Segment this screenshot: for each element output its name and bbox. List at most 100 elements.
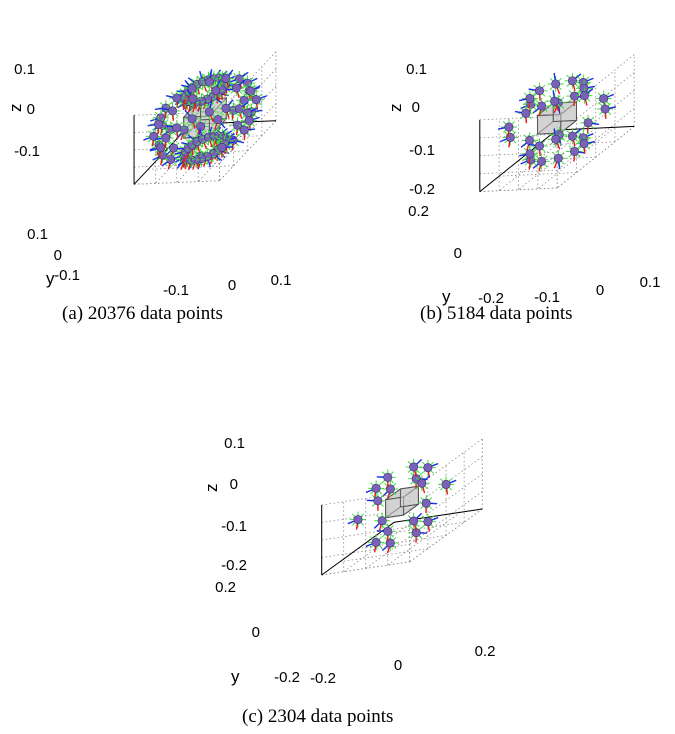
data-point [438,476,457,495]
data-point [519,145,538,164]
point-marker [534,141,544,151]
point-marker [373,496,383,506]
point-marker [567,76,577,86]
point-marker [239,125,249,135]
data-point [547,128,564,150]
data-point [199,148,216,168]
point-marker [221,73,231,83]
y-tick-label: 0 [54,247,62,264]
z-tick-label: -0.2 [409,181,435,198]
grid-line [321,561,410,576]
x-tick-label: 0.1 [271,272,292,289]
point-marker [154,119,164,129]
z-axis-label: z [386,104,405,113]
point-marker [371,537,381,547]
point-marker [551,134,561,144]
panel-c-plot: 0.1 0 -0.1 -0.2 z 0.2 0 -0.2 y -0.2 0 0.… [202,435,495,687]
point-marker [204,77,214,87]
point-marker [505,132,515,142]
grid-line [556,54,635,117]
data-point [366,492,386,511]
data-point [150,139,169,158]
grid-line [387,511,461,566]
point-marker [409,516,419,526]
z-tick-label: -0.1 [14,143,40,160]
data-point [413,475,431,494]
data-point [228,79,245,99]
caption-c: (c) 2304 data points [242,706,394,727]
grid-line [479,133,558,139]
point-marker [504,122,514,132]
scatter-data [347,458,457,554]
x-tick-label: -0.2 [310,670,336,687]
point-marker [188,94,198,104]
point-marker [600,104,610,114]
point-marker [525,135,535,145]
grid-line [321,491,410,506]
point-marker [537,101,547,111]
grid-line [499,172,577,177]
y-tick-label: -0.2 [478,290,504,307]
point-marker [409,462,419,472]
point-marker [172,123,182,133]
grid-line [479,151,558,157]
point-marker [246,86,256,96]
x-tick-label: 0 [596,282,604,299]
data-point [376,523,396,542]
data-point [514,105,534,124]
y-tick-label: -0.2 [274,669,300,686]
data-point [217,99,234,119]
data-point [520,132,538,151]
panel-a-plot: 0.1 0 -0.1 z 0.1 0 -0.1 y -0.1 0 0.1 [6,51,292,299]
point-marker [217,142,227,152]
point-marker [156,143,166,153]
data-point [580,114,600,133]
z-tick-label: -0.2 [221,557,247,574]
data-point [154,130,174,149]
grid-line [556,108,635,171]
z-axis-label: z [202,484,221,493]
grid-line [343,518,417,573]
z-tick-label: 0 [412,99,420,116]
point-marker [211,86,221,96]
data-point [576,135,595,154]
data-point [184,109,201,129]
data-point [418,495,438,514]
grid-line [556,90,635,153]
data-point [547,72,564,95]
point-marker [417,478,427,488]
z-axis-label: z [6,104,25,113]
data-point [546,90,563,112]
data-point [209,111,226,130]
data-point [161,102,181,121]
data-point [201,100,218,123]
panel-b-plot: 0.1 0 -0.1 -0.2 z 0.2 0 -0.2 y -0.1 0 0.… [386,54,660,307]
axis-line [321,521,395,576]
data-point [373,512,391,531]
point-marker [172,93,182,103]
data-point [217,69,234,89]
point-marker [161,133,171,143]
y-axis-label: y [231,667,240,686]
scatter-data [143,69,267,171]
y-axis-label: y [46,269,55,288]
data-point [184,89,201,110]
point-marker [353,515,363,525]
point-marker [213,115,223,125]
point-marker [534,86,544,96]
point-marker [550,96,560,106]
point-marker [579,139,589,149]
data-point [519,90,538,109]
data-point [165,90,185,109]
y-tick-label: 0.2 [408,203,429,220]
y-tick-label: 0.1 [27,226,48,243]
point-marker [423,517,433,527]
axis-line [556,125,635,131]
data-point [147,116,167,135]
data-point [347,511,366,530]
axis-line [479,129,558,192]
point-marker [567,131,577,141]
point-marker [167,106,177,116]
grid-line [357,535,447,549]
